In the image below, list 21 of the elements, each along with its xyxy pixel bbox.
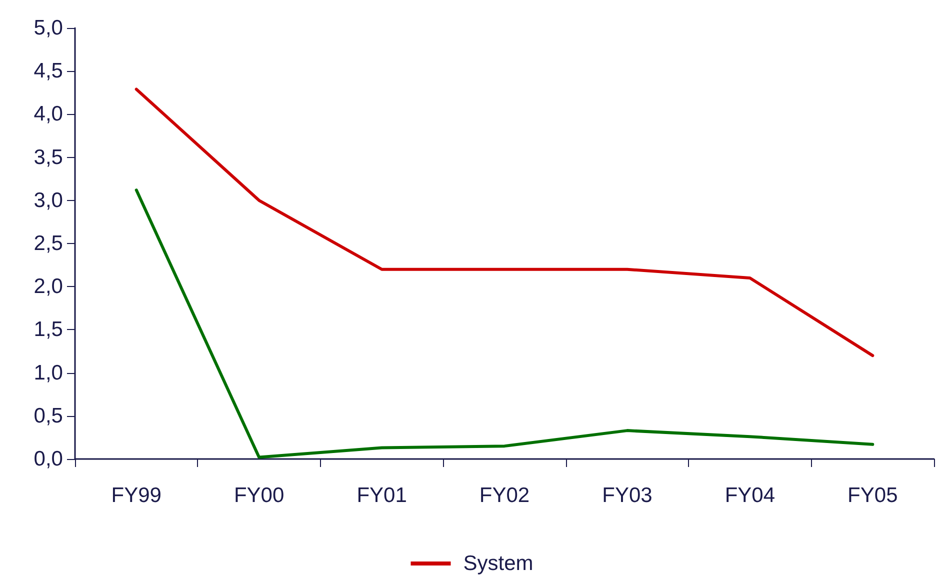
- y-tick-label: 0,0: [34, 448, 63, 470]
- line-series: [134, 88, 874, 358]
- x-tick-label: FY05: [848, 484, 898, 507]
- y-tick-label: 0,5: [34, 404, 63, 428]
- x-tick-label: FY01: [356, 484, 407, 507]
- y-tick-label: 4,5: [34, 60, 63, 83]
- x-tick-label: FY99: [111, 484, 162, 507]
- y-tick-label: 1,0: [34, 361, 63, 384]
- y-tick-label: 1,5: [34, 318, 63, 342]
- x-tick-label: FY02: [479, 484, 530, 507]
- x-tick-label: FY03: [602, 484, 652, 507]
- y-tick-label: 2,5: [34, 232, 63, 255]
- y-tick-label: 3,0: [34, 188, 63, 212]
- y-tick-label: 4,0: [34, 102, 63, 126]
- line-series: [134, 188, 874, 459]
- x-tick-label: FY04: [724, 484, 776, 507]
- x-tick-label: FY00: [234, 484, 284, 507]
- y-tick-label: 5,0: [34, 16, 63, 40]
- y-tick-label: 3,5: [34, 146, 63, 169]
- legend-label: System: [463, 552, 534, 575]
- y-tick-label: 2,0: [34, 275, 63, 298]
